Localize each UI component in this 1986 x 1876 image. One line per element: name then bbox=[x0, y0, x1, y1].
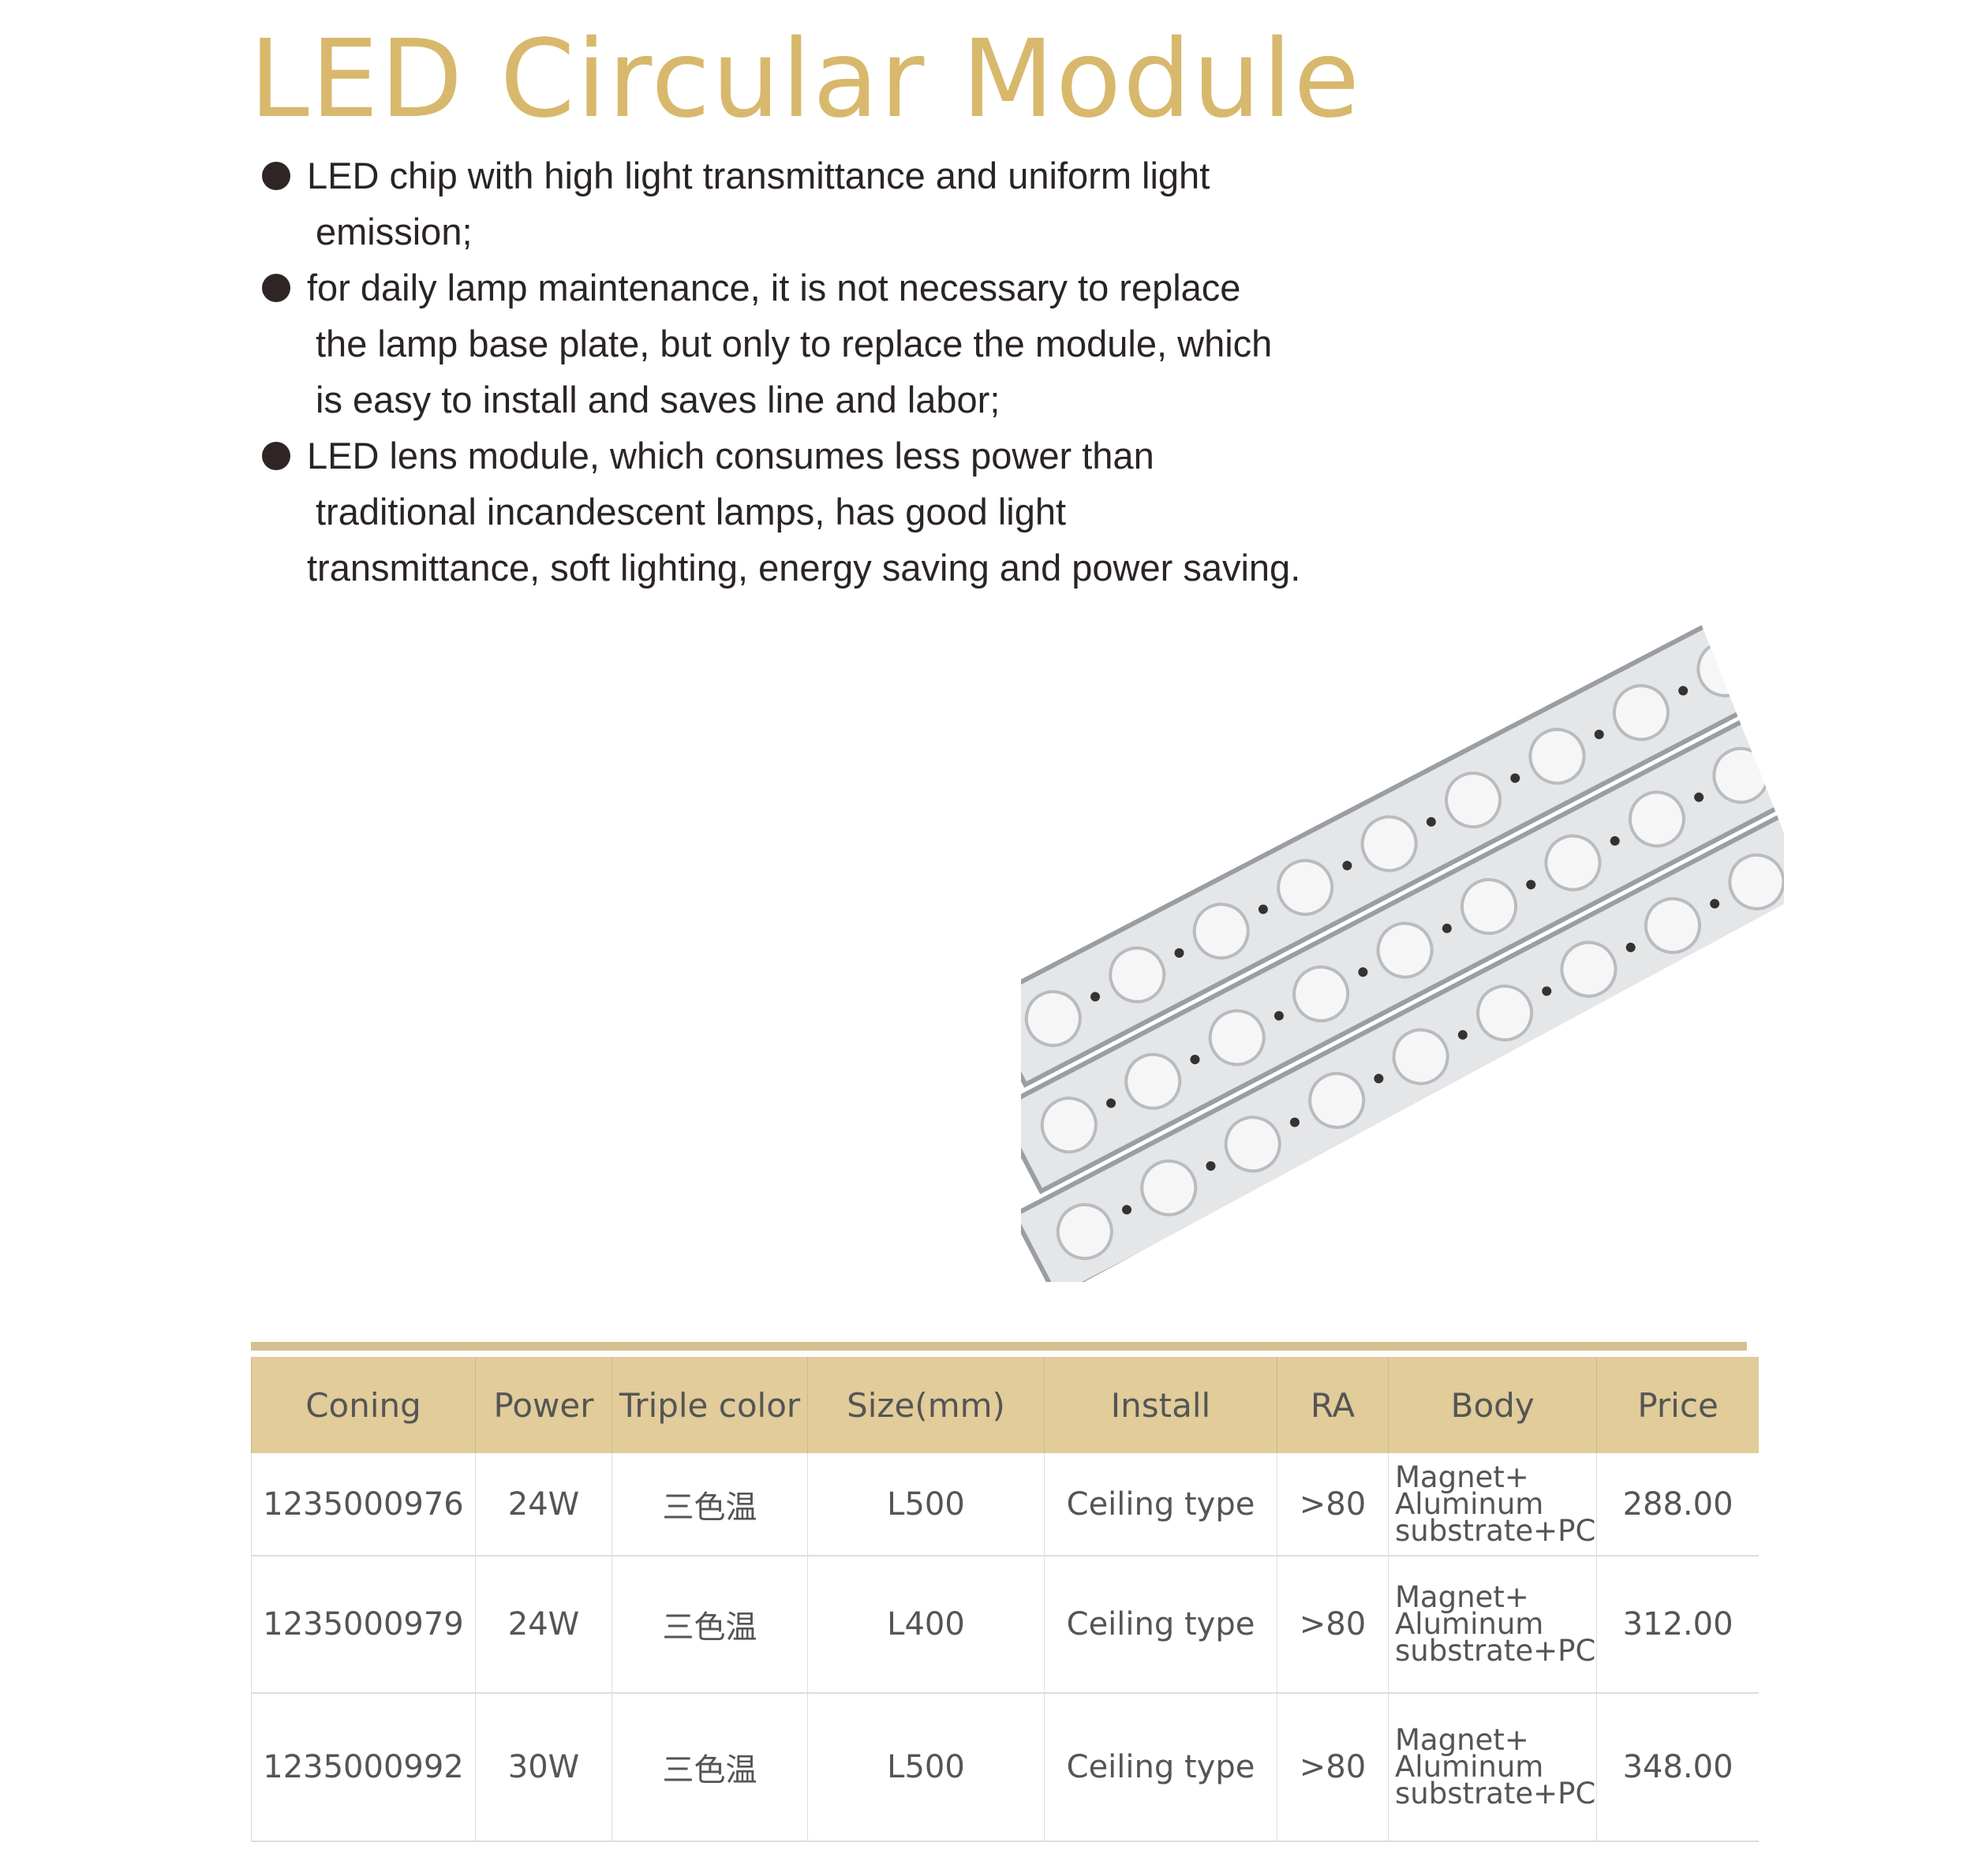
table-row: 1235000992 30W 三色温 L500 Ceiling type >80 Magne… bbox=[251, 1693, 1759, 1842]
led-lens bbox=[1292, 965, 1350, 1022]
led-lens bbox=[1140, 1159, 1198, 1216]
cell-power: 24W bbox=[475, 1453, 612, 1556]
led-strip bbox=[1021, 668, 1784, 1194]
bullet-icon bbox=[262, 274, 290, 302]
cell-body: Magnet+ Aluminum substrate+PC bbox=[1387, 1556, 1597, 1694]
table-row: 1235000976 24W 三色温 L500 Ceiling type >80 Magne… bbox=[251, 1453, 1759, 1556]
led-lens bbox=[1544, 834, 1602, 891]
table-top-bar bbox=[251, 1342, 1747, 1351]
led-lens bbox=[1376, 921, 1434, 979]
bullet-icon bbox=[262, 442, 290, 470]
body-line: substrate+PC bbox=[1395, 1513, 1596, 1548]
led-lens bbox=[1324, 1178, 1382, 1235]
cell-coning: 1235000979 bbox=[251, 1556, 476, 1694]
led-lens bbox=[1780, 620, 1784, 654]
table-header: Coning Power Triple color Size(mm) Insta… bbox=[251, 1357, 1759, 1453]
led-lens bbox=[1628, 790, 1685, 848]
led-lens bbox=[1612, 684, 1670, 742]
body-line: Magnet+ bbox=[1395, 1459, 1529, 1494]
cell-coning: 1235000976 bbox=[251, 1453, 476, 1556]
led-lens bbox=[1192, 902, 1250, 960]
header-triple-color: Triple color bbox=[612, 1357, 808, 1453]
body-line: Aluminum bbox=[1395, 1607, 1544, 1641]
led-lens bbox=[1576, 1047, 1633, 1104]
led-lens bbox=[1056, 1203, 1113, 1261]
led-lens bbox=[1124, 1052, 1182, 1110]
led-lens bbox=[1040, 1097, 1098, 1154]
cell-body: Magnet+ Aluminum substrate+PC bbox=[1387, 1693, 1597, 1842]
bullet-text: transmittance, soft lighting, energy sav… bbox=[307, 547, 1301, 589]
cell-install: Ceiling type bbox=[1044, 1556, 1277, 1694]
led-lens bbox=[1277, 858, 1334, 916]
cell-coning: 1235000992 bbox=[251, 1693, 476, 1842]
led-lens bbox=[1360, 815, 1418, 873]
cell-size: L400 bbox=[807, 1556, 1045, 1694]
cell-ra: >80 bbox=[1277, 1556, 1389, 1694]
cell-price: 348.00 bbox=[1596, 1693, 1759, 1842]
cell-power: 24W bbox=[475, 1556, 612, 1694]
cell-triple-color: 三色温 bbox=[612, 1556, 808, 1694]
cell-triple-color: 三色温 bbox=[612, 1693, 808, 1842]
cell-install: Ceiling type bbox=[1044, 1453, 1277, 1556]
table-row: 1235000979 24W 三色温 L400 Ceiling type >80 Magne… bbox=[251, 1556, 1759, 1694]
led-lens bbox=[1224, 1116, 1281, 1173]
header-body: Body bbox=[1387, 1357, 1597, 1453]
led-lens bbox=[1445, 772, 1502, 829]
led-lens bbox=[1476, 985, 1534, 1042]
cell-size: L500 bbox=[807, 1693, 1045, 1842]
led-module-photo bbox=[1021, 620, 1784, 1282]
led-lens bbox=[1109, 946, 1166, 1003]
cell-triple-color: 三色温 bbox=[612, 1453, 808, 1556]
led-lens bbox=[1492, 1091, 1550, 1149]
led-lens bbox=[1392, 1028, 1449, 1086]
led-lens bbox=[1461, 878, 1518, 936]
bullet-text: for daily lamp maintenance, it is not ne… bbox=[307, 267, 1241, 308]
header-size: Size(mm) bbox=[807, 1357, 1045, 1453]
led-strip bbox=[1021, 620, 1784, 1088]
header-price: Price bbox=[1596, 1357, 1759, 1453]
cell-price: 312.00 bbox=[1596, 1556, 1759, 1694]
cell-price: 288.00 bbox=[1596, 1453, 1759, 1556]
bullet-text: traditional incandescent lamps, has good… bbox=[316, 491, 1067, 533]
bullet-text: emission; bbox=[316, 211, 473, 252]
led-lens bbox=[1156, 1265, 1214, 1282]
led-lens bbox=[1024, 990, 1082, 1048]
body-line: substrate+PC bbox=[1395, 1777, 1596, 1811]
led-lens bbox=[1659, 1003, 1717, 1061]
led-lens bbox=[1408, 1134, 1465, 1192]
cell-power: 30W bbox=[475, 1693, 612, 1842]
led-lens bbox=[1308, 1071, 1366, 1129]
led-lens bbox=[1528, 727, 1586, 785]
body-line: Aluminum bbox=[1395, 1750, 1544, 1784]
led-lens bbox=[1240, 1222, 1297, 1280]
bullet-text: LED chip with high light transmittance a… bbox=[307, 155, 1210, 196]
bullet-text: LED lens module, which consumes less pow… bbox=[307, 435, 1154, 476]
header-power: Power bbox=[475, 1357, 612, 1453]
cell-body: Magnet+ Aluminum substrate+PC bbox=[1387, 1453, 1597, 1556]
page-title: LED Circular Module bbox=[249, 17, 1362, 142]
body-line: Magnet+ bbox=[1395, 1723, 1529, 1757]
led-lens bbox=[1560, 940, 1618, 998]
body-line: Magnet+ bbox=[1395, 1580, 1529, 1614]
bullet-text: the lamp base plate, but only to replace… bbox=[316, 323, 1273, 364]
led-strip bbox=[1021, 775, 1784, 1282]
bullet-text: is easy to install and saves line and la… bbox=[316, 379, 1000, 420]
bullet-icon bbox=[262, 162, 290, 190]
led-lens bbox=[1644, 897, 1701, 955]
body-line: substrate+PC bbox=[1395, 1634, 1596, 1668]
led-lens bbox=[1744, 959, 1784, 1017]
cell-size: L500 bbox=[807, 1453, 1045, 1556]
header-install: Install bbox=[1044, 1357, 1277, 1453]
led-lens bbox=[1728, 853, 1784, 910]
header-coning: Coning bbox=[251, 1357, 476, 1453]
cell-ra: >80 bbox=[1277, 1693, 1389, 1842]
header-ra: RA bbox=[1277, 1357, 1389, 1453]
led-lens bbox=[1208, 1009, 1266, 1067]
cell-install: Ceiling type bbox=[1044, 1693, 1277, 1842]
body-line: Aluminum bbox=[1395, 1486, 1544, 1521]
cell-ra: >80 bbox=[1277, 1453, 1389, 1556]
product-table: Coning Power Triple color Size(mm) Insta… bbox=[251, 1357, 1759, 1842]
